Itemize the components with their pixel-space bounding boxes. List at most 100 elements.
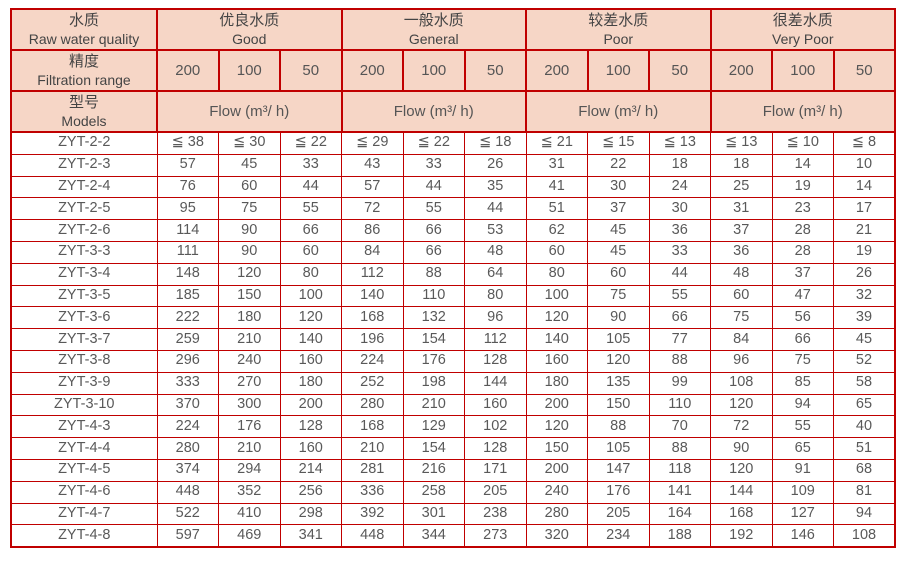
flow-value-cell: 75 <box>218 197 281 221</box>
flow-value-cell: 14 <box>833 175 896 199</box>
flow-value-cell: 44 <box>464 197 527 221</box>
flow-value-cell: 62 <box>525 219 588 242</box>
flow-value-cell: 33 <box>279 153 342 177</box>
flow-value-cell: 56 <box>771 306 834 330</box>
flow-value-cell: 280 <box>156 437 219 460</box>
flow-value-cell: 196 <box>341 328 404 351</box>
flow-value-cell: 94 <box>771 393 834 417</box>
header-group-poor-en: Poor <box>603 30 634 47</box>
flow-value-cell: 150 <box>218 284 281 308</box>
flow-value-cell: 294 <box>218 458 281 482</box>
flow-value-cell: 24 <box>648 175 711 199</box>
flow-value-cell: 66 <box>402 219 465 242</box>
header-group-good-zh: 优良水质 <box>219 12 280 29</box>
header-models-zh: 型号 <box>68 94 99 111</box>
flow-value-cell: 188 <box>648 524 711 548</box>
table-row: ZYT-3-8 296 240 160 224 176 128 160 120 … <box>10 349 896 373</box>
precision-value: 200 <box>359 61 385 79</box>
flow-value-cell: 216 <box>402 458 465 482</box>
flow-value-cell: 53 <box>464 219 527 242</box>
flow-value-cell: 33 <box>402 153 465 177</box>
flow-value-cell: 154 <box>402 437 465 460</box>
flow-value-cell: 256 <box>279 480 342 504</box>
table-row: ZYT-3-10 370 300 200 280 210 160 200 150… <box>10 393 896 417</box>
flow-value-cell: 51 <box>525 197 588 221</box>
flow-value-cell: 26 <box>833 262 896 286</box>
flow-value-cell: 341 <box>279 524 342 548</box>
precision-cell: 100 <box>402 49 466 92</box>
flow-value-cell: 273 <box>464 524 527 548</box>
flow-unit-cell: Flow (m³/ h) <box>525 90 712 133</box>
flow-value-cell: 65 <box>833 393 896 417</box>
flow-value-cell: 320 <box>525 524 588 548</box>
flow-unit-label: Flow (m³/ h) <box>393 102 474 120</box>
table-row: ZYT-4-4 280 210 160 210 154 128 150 105 … <box>10 437 896 460</box>
flow-value-cell: 39 <box>833 306 896 330</box>
flow-value-cell: 37 <box>771 262 834 286</box>
flow-value-cell: 44 <box>279 175 342 199</box>
flow-value-cell: 146 <box>771 524 834 548</box>
flow-value-cell: 185 <box>156 284 219 308</box>
flow-value-cell: 240 <box>525 480 588 504</box>
flow-value-cell: 112 <box>464 328 527 351</box>
flow-value-cell: 296 <box>156 349 219 373</box>
flow-value-cell: 90 <box>218 240 281 264</box>
flow-value-cell: 200 <box>279 393 342 417</box>
flow-value-cell: ≦ 21 <box>525 131 588 155</box>
flow-value-cell: 112 <box>341 262 404 286</box>
flow-value-cell: 108 <box>833 524 896 548</box>
flow-value-cell: 176 <box>218 415 281 439</box>
flow-value-cell: 96 <box>464 306 527 330</box>
flow-value-cell: 60 <box>525 240 588 264</box>
flow-value-cell: 19 <box>771 175 834 199</box>
flow-value-cell: 55 <box>771 415 834 439</box>
flow-value-cell: 168 <box>710 502 773 526</box>
flow-value-cell: 392 <box>341 502 404 526</box>
flow-value-cell: 109 <box>771 480 834 504</box>
flow-value-cell: 214 <box>279 458 342 482</box>
flow-value-cell: 180 <box>218 306 281 330</box>
flow-value-cell: 86 <box>341 219 404 242</box>
flow-value-cell: 120 <box>710 393 773 417</box>
flow-value-cell: 72 <box>710 415 773 439</box>
flow-value-cell: 51 <box>833 437 896 460</box>
model-cell: ZYT-3-3 <box>10 240 158 264</box>
header-filtration-range: 精度 Filtration range <box>10 49 158 92</box>
flow-value-cell: 198 <box>402 371 465 395</box>
table-row: ZYT-3-9 333 270 180 252 198 144 180 135 … <box>10 371 896 395</box>
flow-value-cell: 222 <box>156 306 219 330</box>
flow-value-cell: 110 <box>648 393 711 417</box>
flow-value-cell: 127 <box>771 502 834 526</box>
table-row: ZYT-3-7 259 210 140 196 154 112 140 105 … <box>10 328 896 351</box>
flow-value-cell: 160 <box>279 349 342 373</box>
flow-value-cell: 160 <box>525 349 588 373</box>
flow-value-cell: ≦ 15 <box>587 131 650 155</box>
flow-value-cell: 333 <box>156 371 219 395</box>
flow-value-cell: 205 <box>464 480 527 504</box>
flow-value-cell: 26 <box>464 153 527 177</box>
flow-value-cell: 84 <box>710 328 773 351</box>
flow-value-cell: 135 <box>587 371 650 395</box>
precision-value: 200 <box>728 61 754 79</box>
flow-value-cell: 108 <box>710 371 773 395</box>
flow-value-cell: 60 <box>710 284 773 308</box>
flow-unit-cell: Flow (m³/ h) <box>709 90 896 133</box>
flow-value-cell: 344 <box>402 524 465 548</box>
flow-value-cell: 57 <box>156 153 219 177</box>
flow-value-cell: 224 <box>341 349 404 373</box>
flow-value-cell: 77 <box>648 328 711 351</box>
flow-value-cell: 31 <box>710 197 773 221</box>
flow-value-cell: 168 <box>341 415 404 439</box>
flow-value-cell: 45 <box>833 328 896 351</box>
flow-value-cell: ≦ 22 <box>402 131 465 155</box>
flow-value-cell: 352 <box>218 480 281 504</box>
model-cell: ZYT-4-6 <box>10 480 158 504</box>
flow-value-cell: 114 <box>156 219 219 242</box>
flow-header-row: 型号 Models Flow (m³/ h) Flow (m³/ h) Flow… <box>10 90 896 133</box>
flow-value-cell: 258 <box>402 480 465 504</box>
flow-value-cell: 168 <box>341 306 404 330</box>
model-cell: ZYT-3-4 <box>10 262 158 286</box>
flow-value-cell: 60 <box>279 240 342 264</box>
flow-value-cell: 18 <box>648 153 711 177</box>
flow-value-cell: 28 <box>771 240 834 264</box>
